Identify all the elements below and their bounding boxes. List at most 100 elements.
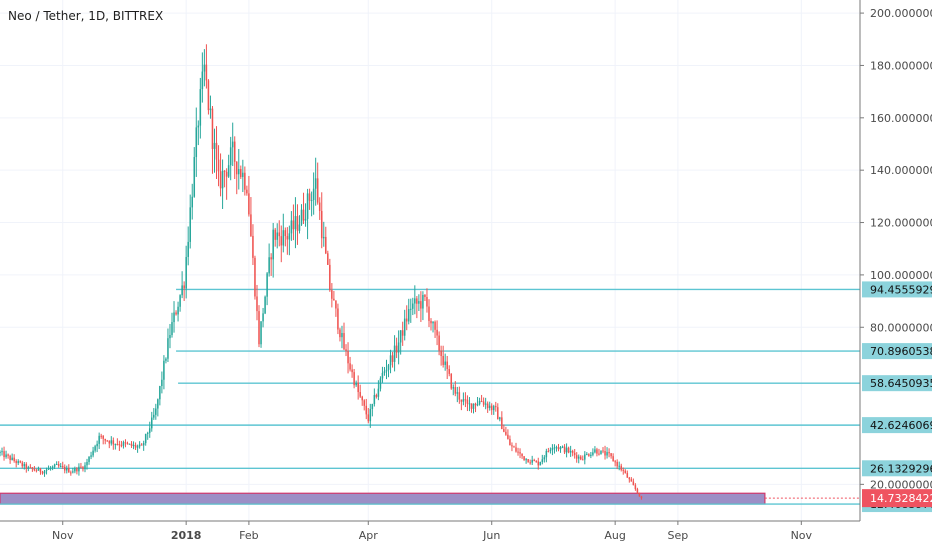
candle-body bbox=[51, 466, 54, 469]
level-label: 42.62460698 bbox=[870, 419, 932, 432]
candle-body bbox=[242, 172, 244, 177]
candle-body bbox=[161, 379, 163, 387]
candle-body bbox=[640, 496, 643, 499]
candle-body bbox=[318, 202, 321, 211]
candle-body bbox=[541, 459, 544, 462]
candle-body bbox=[266, 273, 268, 297]
candle-body bbox=[118, 444, 121, 446]
candle-body bbox=[5, 454, 7, 458]
candle-body bbox=[527, 459, 529, 463]
candle-body bbox=[569, 450, 572, 453]
candle-body bbox=[33, 468, 36, 471]
candle-body bbox=[90, 455, 92, 457]
level-label-box bbox=[862, 375, 932, 392]
candle-body bbox=[207, 80, 210, 111]
candle-body bbox=[320, 210, 323, 239]
candle-body bbox=[480, 401, 483, 403]
candle-body bbox=[347, 351, 349, 364]
candle-body bbox=[507, 434, 509, 439]
candle-body bbox=[316, 178, 319, 203]
candle-body bbox=[187, 241, 189, 257]
candle-body bbox=[395, 345, 398, 353]
candle-body bbox=[325, 236, 327, 254]
candle-body bbox=[335, 300, 337, 309]
candle-body bbox=[61, 466, 64, 468]
candle-body bbox=[616, 461, 618, 467]
candle-body bbox=[132, 444, 135, 446]
candle-body bbox=[157, 399, 159, 409]
candle-body bbox=[387, 365, 390, 370]
candle-body bbox=[596, 449, 598, 454]
candle-body bbox=[636, 489, 639, 493]
candle-body bbox=[231, 141, 234, 148]
candle-body bbox=[590, 454, 592, 456]
candle-body bbox=[420, 301, 422, 309]
candle-body bbox=[401, 330, 404, 336]
candle-body bbox=[66, 468, 68, 471]
candle-body bbox=[333, 298, 335, 301]
candle-body bbox=[628, 477, 631, 480]
candle-body bbox=[584, 454, 586, 460]
candle-body bbox=[195, 127, 198, 158]
candle-body bbox=[136, 446, 139, 448]
candle-body bbox=[270, 257, 272, 260]
candle-body bbox=[379, 378, 382, 389]
candle-body bbox=[424, 294, 426, 297]
time-tick-label: Feb bbox=[239, 529, 258, 542]
candle-body bbox=[403, 318, 406, 336]
candle-body bbox=[582, 459, 584, 461]
candle-body bbox=[383, 371, 386, 373]
candle-body bbox=[337, 308, 339, 330]
candle-body bbox=[484, 403, 487, 405]
candle-body bbox=[292, 220, 295, 230]
candle-body bbox=[561, 446, 564, 448]
candle-body bbox=[539, 461, 542, 466]
candle-body bbox=[284, 230, 287, 237]
candle-body bbox=[227, 165, 230, 177]
price-tick-label: 140.00000000 bbox=[870, 164, 932, 177]
candle-body bbox=[19, 461, 22, 463]
candle-body bbox=[288, 233, 291, 240]
candle-body bbox=[444, 361, 446, 365]
candle-body bbox=[35, 470, 38, 472]
candle-body bbox=[308, 193, 311, 201]
candle-body bbox=[92, 450, 94, 456]
candle-body bbox=[600, 450, 602, 455]
candle-body bbox=[122, 442, 125, 446]
candle-body bbox=[201, 71, 204, 90]
candle-body bbox=[515, 447, 517, 452]
candle-body bbox=[551, 447, 554, 450]
candle-body bbox=[47, 468, 50, 470]
candle-body bbox=[322, 236, 325, 239]
candle-body bbox=[385, 369, 388, 372]
candle-body bbox=[39, 468, 42, 473]
candle-body bbox=[579, 456, 582, 460]
candle-body bbox=[531, 459, 533, 463]
candle-body bbox=[563, 446, 566, 453]
candle-body bbox=[262, 313, 264, 322]
candle-body bbox=[412, 303, 414, 309]
candle-body bbox=[185, 256, 187, 289]
candle-body bbox=[430, 320, 432, 324]
candle-body bbox=[549, 449, 552, 451]
candle-body bbox=[235, 161, 238, 175]
candle-body bbox=[410, 308, 412, 310]
candle-body bbox=[365, 405, 368, 415]
candle-body bbox=[393, 345, 396, 362]
candle-body bbox=[371, 403, 374, 410]
candle-body bbox=[126, 443, 129, 445]
candle-body bbox=[177, 306, 179, 315]
time-tick-label: 2018 bbox=[171, 529, 202, 542]
candle-body bbox=[150, 417, 153, 429]
candle-body bbox=[223, 170, 226, 172]
candle-body bbox=[557, 447, 560, 450]
level-label-box bbox=[862, 460, 932, 477]
time-tick-label: Sep bbox=[668, 529, 689, 542]
time-tick-label: Jun bbox=[482, 529, 500, 542]
candle-body bbox=[124, 442, 127, 444]
candle-body bbox=[490, 405, 493, 411]
level-label-box bbox=[862, 343, 932, 360]
candle-body bbox=[183, 285, 185, 289]
candle-body bbox=[272, 229, 274, 260]
